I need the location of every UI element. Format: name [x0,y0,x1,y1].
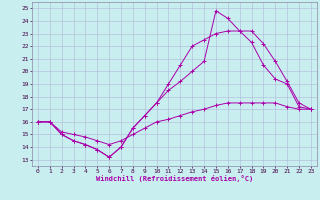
X-axis label: Windchill (Refroidissement éolien,°C): Windchill (Refroidissement éolien,°C) [96,175,253,182]
